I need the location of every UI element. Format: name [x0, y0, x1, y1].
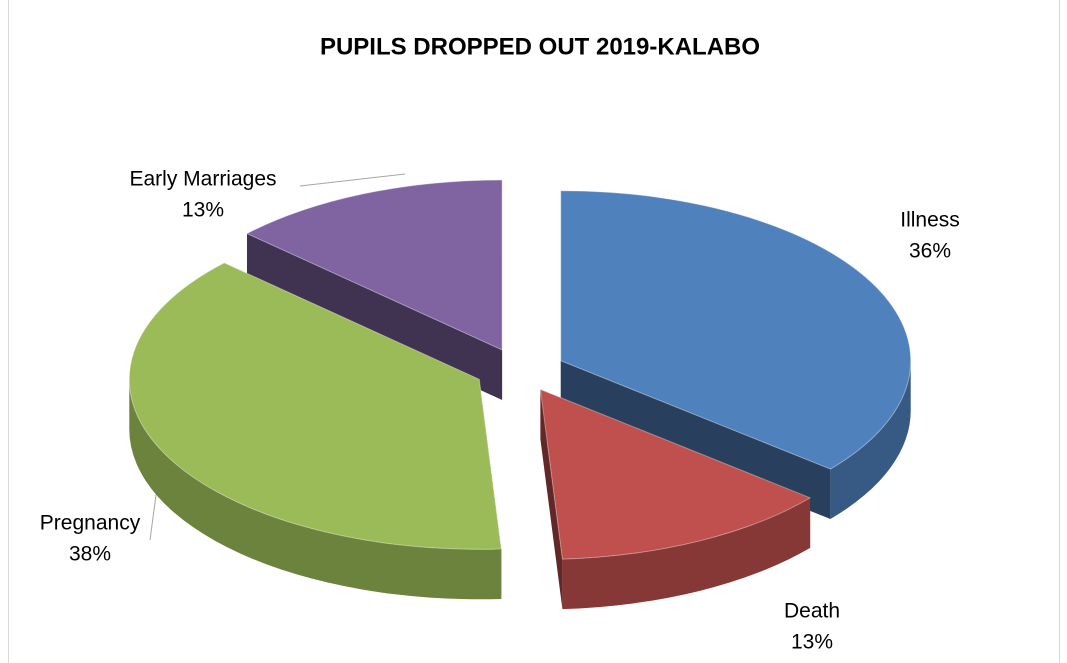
slice — [128, 262, 502, 550]
slice-side — [540, 389, 563, 610]
data-label-value: 13% — [182, 199, 224, 222]
slice — [245, 179, 503, 351]
data-label-name: Early Marriages — [129, 168, 276, 191]
data-label-name: Death — [784, 600, 840, 623]
slice-side — [246, 233, 503, 400]
slice-wall — [830, 360, 911, 520]
slice-wall — [129, 379, 502, 600]
data-label-value: 13% — [791, 631, 833, 654]
slice — [560, 190, 912, 470]
leader-line — [299, 173, 406, 187]
chart-title: PUPILS DROPPED OUT 2019-KALABO — [320, 33, 760, 60]
data-label-value: 38% — [69, 543, 111, 566]
slice — [539, 388, 812, 560]
data-label-value: 36% — [909, 240, 951, 263]
data-label-name: Pregnancy — [40, 512, 141, 535]
data-label-name: Illness — [900, 209, 960, 232]
slice-wall — [562, 497, 811, 610]
